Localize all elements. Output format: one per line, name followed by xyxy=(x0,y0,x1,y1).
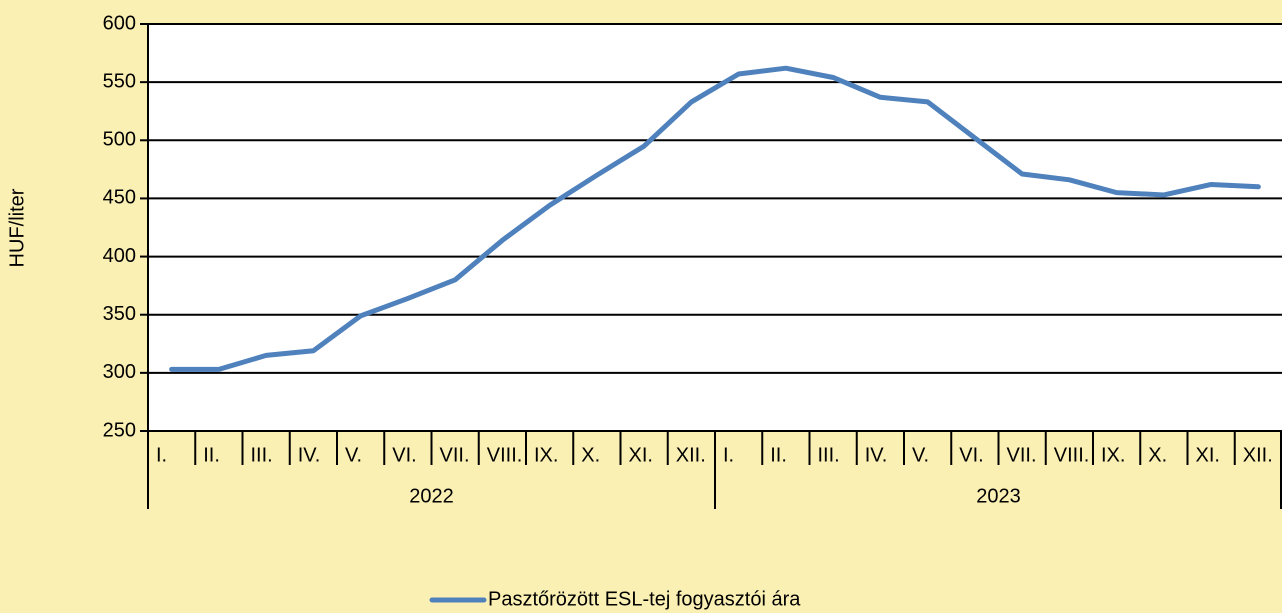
x-tick-label: II. xyxy=(203,444,220,466)
y-tick-label: 400 xyxy=(103,245,136,267)
x-tick-label: VII. xyxy=(440,444,470,466)
x-tick-label: IV. xyxy=(865,444,888,466)
legend-label: Pasztőrözött ESL-tej fogyasztói ára xyxy=(488,588,801,610)
x-tick-label: VIII. xyxy=(1054,444,1090,466)
x-tick-label: I. xyxy=(156,444,167,466)
x-tick-label: V. xyxy=(345,444,362,466)
x-tick-label: XI. xyxy=(629,444,653,466)
x-tick-label: IV. xyxy=(298,444,321,466)
x-tick-label: IX. xyxy=(534,444,558,466)
x-tick-label: XI. xyxy=(1196,444,1220,466)
x-tick-label: XII. xyxy=(676,444,706,466)
y-tick-label: 500 xyxy=(103,129,136,151)
x-group-label: 2023 xyxy=(976,485,1021,507)
x-tick-label: X. xyxy=(1148,444,1167,466)
x-tick-label: VI. xyxy=(392,444,416,466)
x-tick-label: X. xyxy=(581,444,600,466)
x-tick-label: VI. xyxy=(959,444,983,466)
x-tick-label: III. xyxy=(818,444,840,466)
x-tick-label: XII. xyxy=(1243,444,1273,466)
x-group-label: 2022 xyxy=(409,485,454,507)
y-tick-label: 300 xyxy=(103,361,136,383)
x-tick-label: V. xyxy=(912,444,929,466)
x-tick-label: III. xyxy=(251,444,273,466)
y-tick-label: 450 xyxy=(103,187,136,209)
y-axis-label: HUF/liter xyxy=(6,188,28,267)
x-tick-label: II. xyxy=(770,444,787,466)
data-line xyxy=(169,65,1261,372)
y-tick-label: 250 xyxy=(103,419,136,441)
x-tick-label: IX. xyxy=(1101,444,1125,466)
plot-area xyxy=(148,24,1282,431)
y-tick-label: 600 xyxy=(103,12,136,34)
y-tick-label: 550 xyxy=(103,70,136,92)
x-tick-label: I. xyxy=(723,444,734,466)
y-tick-label: 350 xyxy=(103,303,136,325)
x-tick-label: VII. xyxy=(1007,444,1037,466)
x-tick-label: VIII. xyxy=(487,444,523,466)
